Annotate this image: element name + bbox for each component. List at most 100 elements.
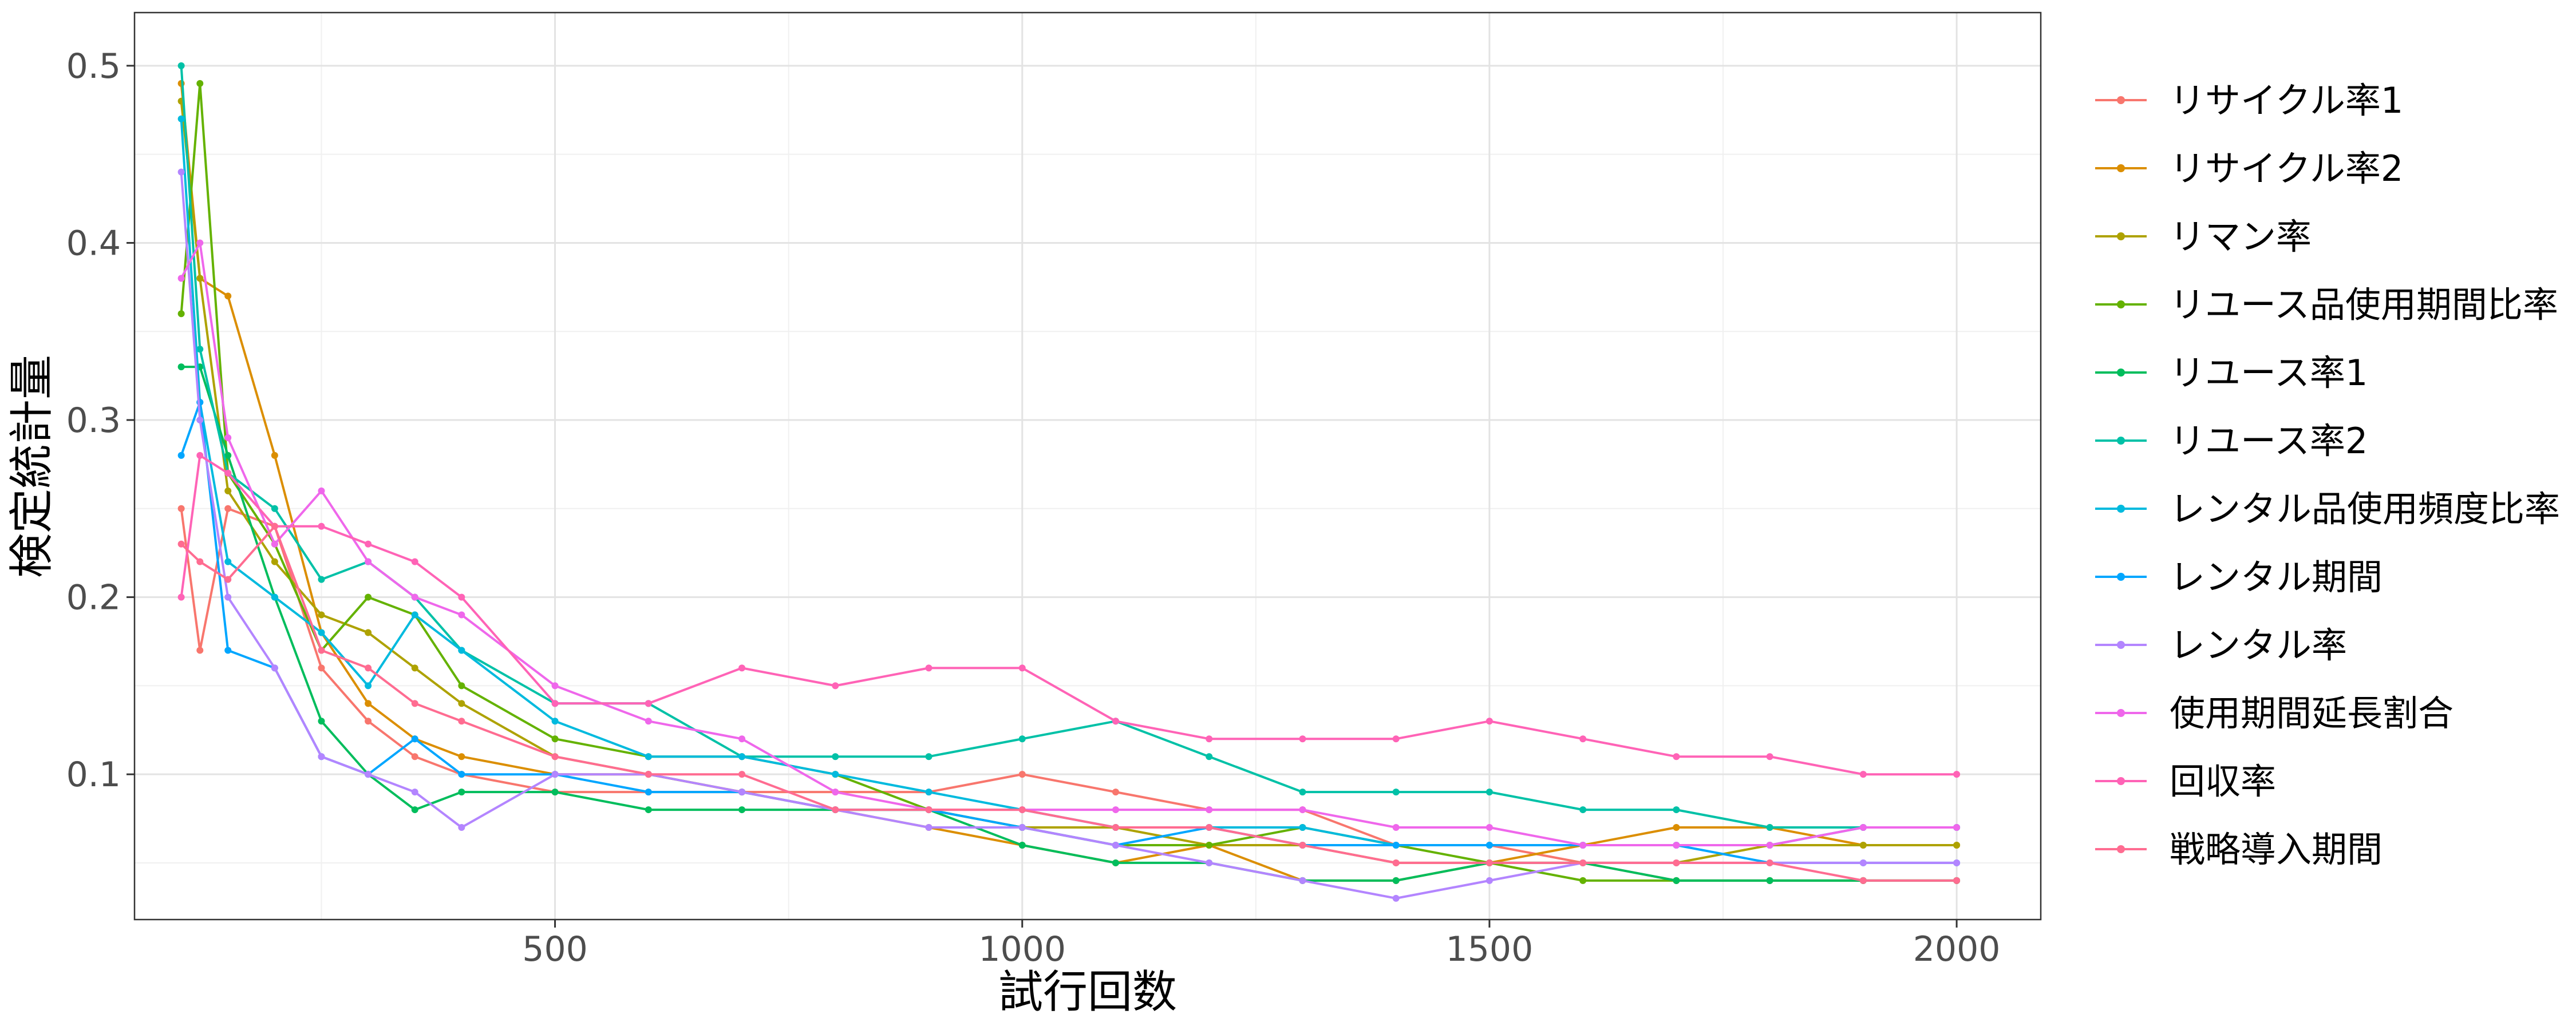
data-point: [645, 753, 652, 760]
data-point: [1206, 841, 1213, 849]
data-point: [1673, 806, 1680, 814]
legend-key-point: [2117, 300, 2125, 308]
data-point: [925, 824, 933, 831]
legend-item: リマン率: [2095, 216, 2312, 258]
data-point: [224, 434, 232, 441]
data-point: [411, 664, 418, 672]
data-point: [1485, 859, 1493, 866]
data-point: [1859, 824, 1867, 831]
data-point: [1299, 877, 1306, 884]
data-point: [224, 292, 232, 300]
legend-label: リサイクル率2: [2170, 148, 2403, 189]
data-point: [1392, 894, 1400, 902]
legend-key-point: [2117, 437, 2125, 445]
data-point: [458, 718, 465, 725]
series-line: [180, 525, 1957, 882]
data-point: [1018, 824, 1026, 831]
data-point: [551, 753, 559, 760]
data-point: [271, 558, 278, 565]
legend-item: リユース率1: [2095, 352, 2368, 394]
data-point: [224, 647, 232, 654]
y-tick-label: 0.1: [66, 755, 121, 795]
data-point: [318, 629, 325, 636]
data-point: [1579, 735, 1587, 743]
data-point: [1766, 824, 1773, 831]
legend-key-point: [2117, 777, 2125, 785]
data-point: [551, 771, 559, 778]
data-point: [177, 505, 185, 512]
data-point: [1579, 841, 1587, 849]
data-point: [411, 735, 418, 743]
legend-label: 戦略導入期間: [2170, 829, 2383, 870]
data-point: [1859, 841, 1867, 849]
data-point: [551, 735, 559, 743]
data-point: [1018, 806, 1026, 814]
data-point: [1299, 806, 1306, 814]
data-point: [411, 700, 418, 707]
legend-item: リサイクル率2: [2095, 148, 2403, 189]
data-point: [177, 593, 185, 601]
data-point: [365, 682, 372, 690]
data-point: [1766, 753, 1773, 760]
data-point: [1018, 841, 1026, 849]
data-point: [177, 310, 185, 318]
data-point: [1392, 877, 1400, 884]
data-point: [645, 718, 652, 725]
data-point: [1112, 718, 1119, 725]
data-point: [196, 558, 204, 565]
legend-label: レンタル期間: [2170, 556, 2383, 598]
legend-item: 使用期間延長割合: [2095, 692, 2453, 734]
legend-item: レンタル品使用頻度比率: [2095, 488, 2560, 530]
data-point: [1485, 841, 1493, 849]
x-tick-label: 1000: [978, 929, 1066, 969]
data-point: [1953, 877, 1961, 884]
legend-item: レンタル期間: [2095, 556, 2383, 598]
data-point: [738, 664, 746, 672]
data-point: [177, 451, 185, 459]
data-point: [1953, 859, 1961, 866]
data-point: [1206, 824, 1213, 831]
data-point: [1579, 806, 1587, 814]
y-axis-title: 検定統計量: [6, 355, 58, 578]
data-point: [925, 753, 933, 760]
data-point: [458, 824, 465, 831]
data-point: [738, 771, 746, 778]
data-point: [411, 593, 418, 601]
data-point: [318, 753, 325, 760]
legend-key-point: [2117, 369, 2125, 377]
data-point: [1392, 859, 1400, 866]
data-point: [1673, 753, 1680, 760]
data-point: [177, 168, 185, 176]
data-point: [196, 80, 204, 87]
data-point: [411, 753, 418, 760]
data-point: [365, 629, 372, 636]
data-point: [177, 115, 185, 122]
data-point: [645, 700, 652, 707]
data-point: [738, 789, 746, 796]
data-point: [196, 275, 204, 282]
data-point: [551, 718, 559, 725]
data-point: [1766, 841, 1773, 849]
data-point: [551, 700, 559, 707]
data-point: [411, 558, 418, 565]
legend-label: リユース率1: [2170, 352, 2368, 394]
data-point: [1485, 877, 1493, 884]
data-point: [1299, 735, 1306, 743]
data-point: [271, 664, 278, 672]
data-point: [645, 771, 652, 778]
data-point: [1206, 859, 1213, 866]
data-point: [177, 275, 185, 282]
data-point: [1766, 877, 1773, 884]
data-point: [1673, 824, 1680, 831]
data-point: [365, 664, 372, 672]
data-point: [1392, 824, 1400, 831]
data-point: [224, 576, 232, 583]
data-point: [1392, 735, 1400, 743]
data-point: [645, 806, 652, 814]
legend-item: リユース品使用期間比率: [2095, 284, 2558, 326]
data-point: [318, 611, 325, 619]
data-point: [458, 647, 465, 654]
series-line: [180, 65, 1957, 829]
series-line: [180, 454, 1957, 776]
data-point: [1579, 877, 1587, 884]
